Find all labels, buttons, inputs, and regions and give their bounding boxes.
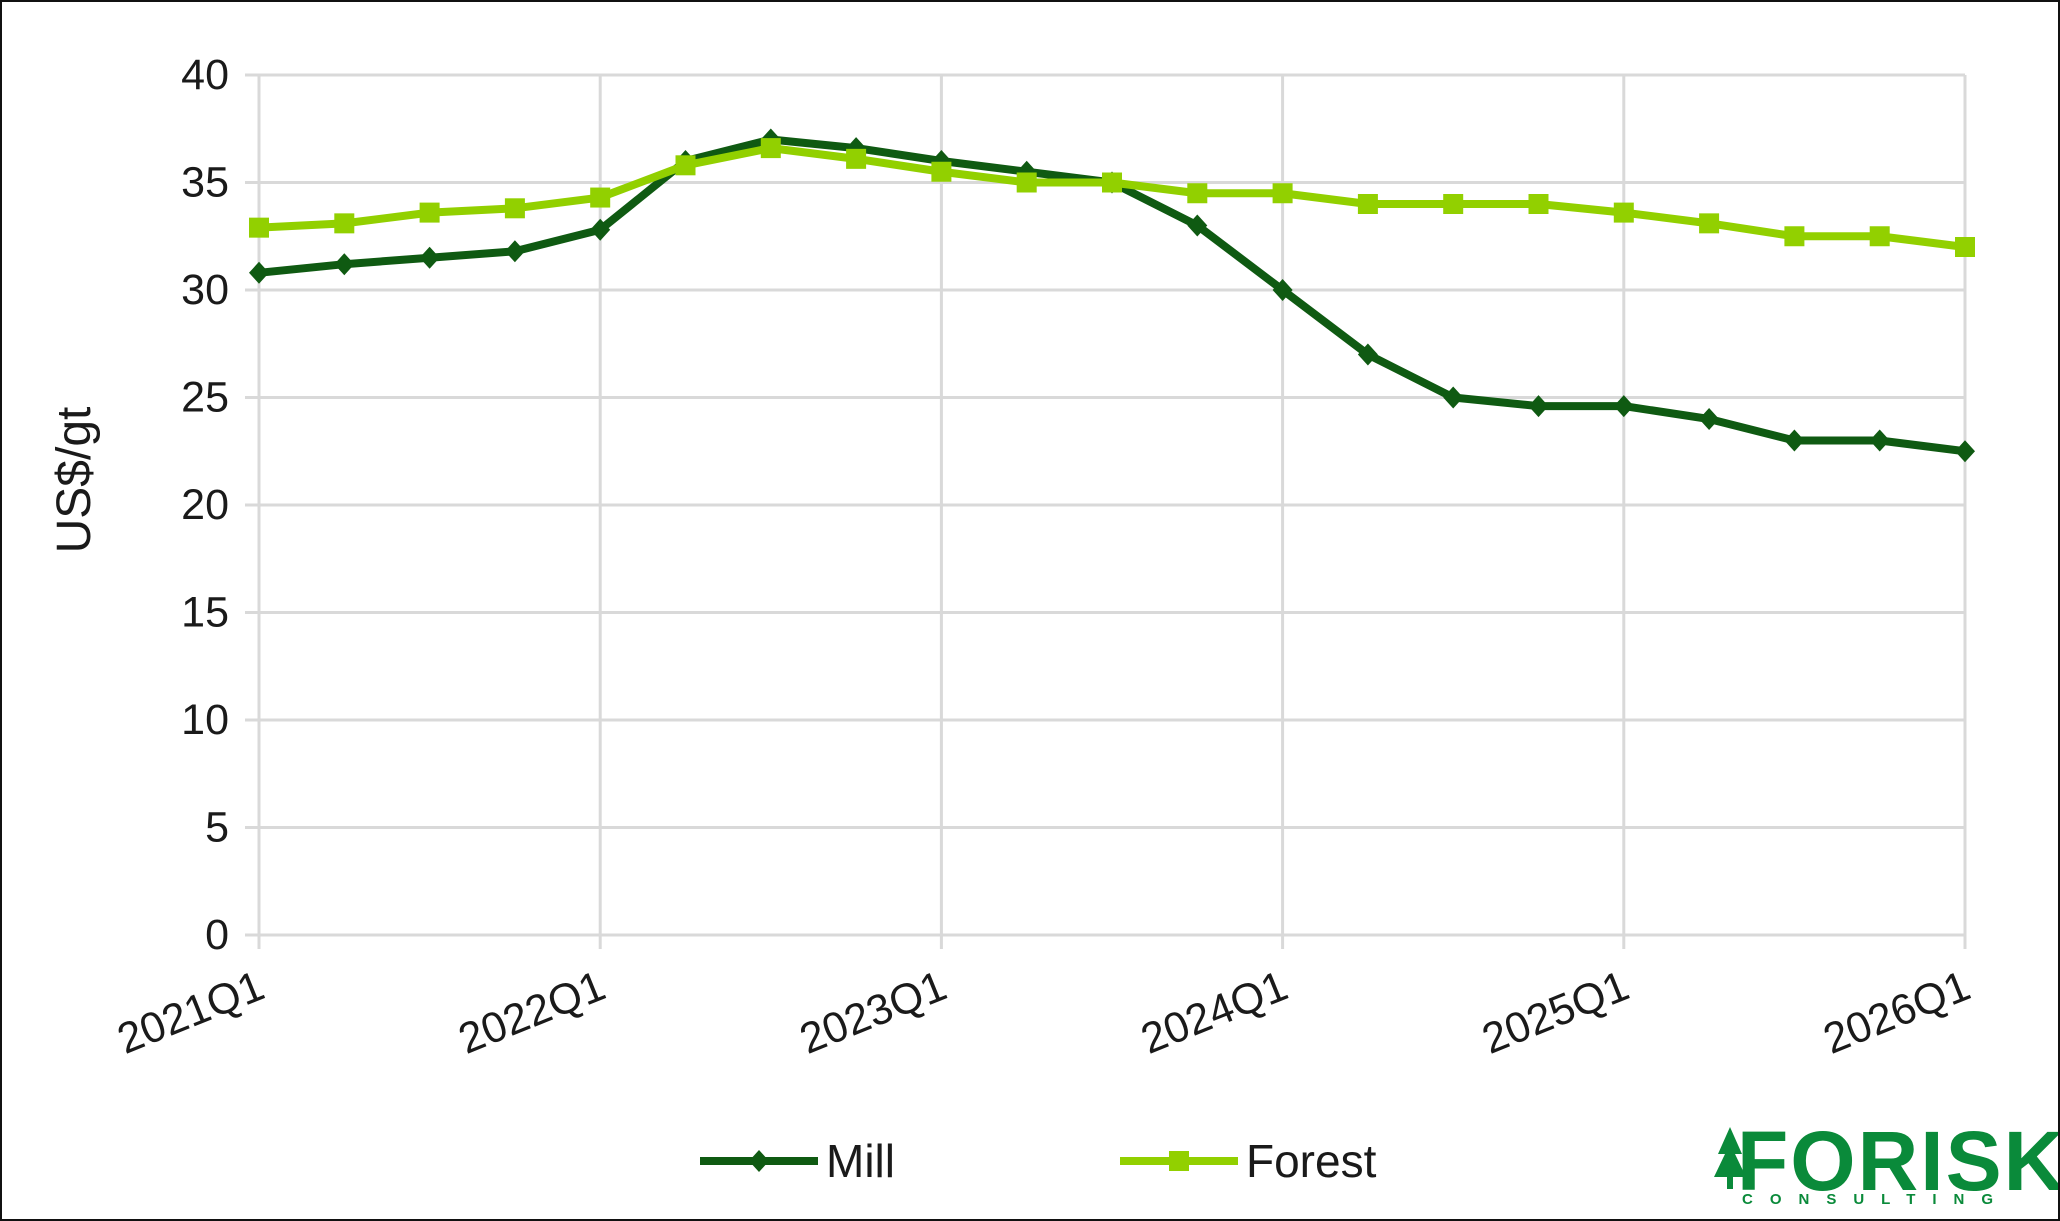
legend-marker [749,1150,769,1172]
data-point-mill [1187,214,1208,237]
x-tick-label: 2021Q1 [111,962,271,1064]
tree-icon [1714,1127,1746,1189]
y-tick-label: 5 [205,804,229,852]
x-tick-label: 2022Q1 [452,962,612,1064]
forisk-logo: FORISK CONSULTING [1714,1114,2058,1208]
data-point-forest [1102,172,1122,193]
data-point-mill [1357,343,1378,366]
data-point-mill [334,253,355,276]
legend: Mill Forest [700,1135,1377,1187]
legend-label-mill: Mill [826,1135,895,1187]
legend-label-forest: Forest [1246,1135,1377,1187]
data-point-forest [1955,237,1975,257]
x-tick-label: 2023Q1 [793,962,953,1064]
data-point-forest [1869,226,1890,247]
y-tick-label: 40 [181,51,229,99]
y-tick-label: 30 [181,266,229,314]
y-axis-title: US$/gt [48,407,101,554]
data-point-mill [419,246,440,269]
y-tick-label: 10 [181,696,229,744]
data-point-mill [1443,386,1464,409]
data-point-forest [249,217,269,238]
data-point-forest [1699,213,1720,234]
x-tick-label: 2025Q1 [1476,962,1636,1064]
y-tick-label: 0 [205,911,229,959]
y-tick-label: 15 [181,589,229,637]
data-point-mill [1784,429,1805,452]
data-point-mill [1699,408,1720,430]
data-point-forest [1443,194,1464,214]
legend-marker [1169,1151,1189,1171]
logo-subtitle: CONSULTING [1742,1191,2010,1208]
data-point-mill [1272,279,1293,301]
data-point-mill [504,240,525,263]
data-point-forest [1784,226,1805,247]
data-point-forest [1016,172,1037,193]
x-axis: 2021Q1 2022Q1 2023Q1 2024Q1 2025Q1 2026Q1 [111,962,1977,1064]
data-point-mill [590,218,611,241]
data-point-forest [334,213,355,234]
data-point-forest [1528,194,1549,214]
data-point-forest [590,187,611,208]
data-point-mill [1528,395,1549,418]
data-point-forest [931,161,952,182]
x-tick-label: 2026Q1 [1817,962,1977,1064]
data-point-forest [1272,183,1293,204]
data-point-forest [675,155,696,176]
series-layer [249,128,1975,463]
data-point-forest [1613,202,1634,223]
data-point-mill [249,261,269,284]
y-axis: 0 5 10 15 20 25 30 35 40 [181,51,229,959]
logo-name: FORISK [1737,1114,2058,1208]
y-tick-label: 35 [181,159,229,207]
y-tick-label: 25 [181,374,229,422]
data-point-mill [1613,395,1634,418]
data-point-forest [846,148,867,169]
data-point-mill [1869,429,1890,452]
data-point-forest [504,198,525,219]
data-point-forest [1357,194,1378,214]
data-point-forest [1187,183,1208,204]
x-tick-label: 2024Q1 [1134,962,1294,1064]
data-point-forest [760,138,781,159]
data-point-forest [419,202,440,223]
data-point-mill [1955,440,1975,463]
y-tick-label: 20 [181,481,229,529]
